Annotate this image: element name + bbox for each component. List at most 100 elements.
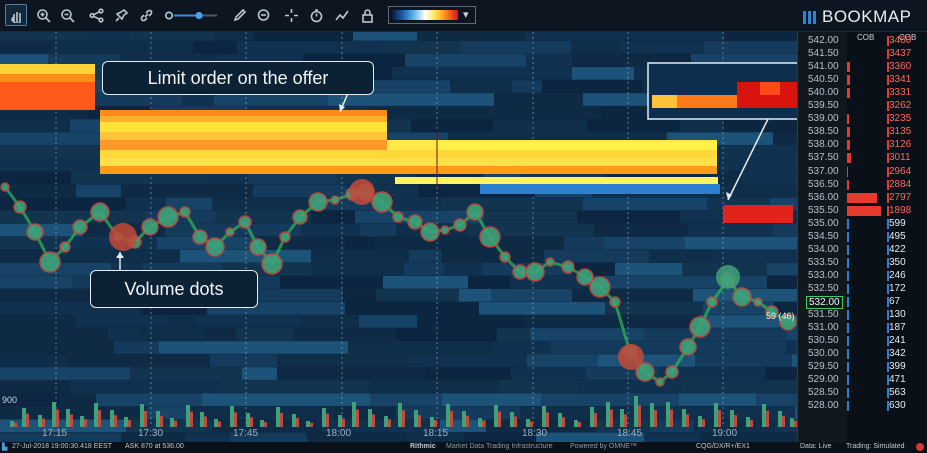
volume-bar — [388, 419, 391, 427]
pin-icon[interactable] — [110, 4, 132, 26]
volume-dot — [249, 238, 267, 256]
price-axis[interactable]: 542.00 541.50 541.00 540.50 540.00 539.50 539.… — [797, 32, 848, 442]
heatmap-cell — [544, 249, 649, 263]
heatmap-cell — [577, 210, 680, 224]
heatmap-cell — [572, 67, 634, 80]
chat-icon[interactable] — [252, 4, 274, 26]
price-label: 531.50 — [808, 309, 839, 321]
price-label: 530.00 — [808, 348, 839, 360]
volume-bar — [214, 419, 218, 427]
share-icon[interactable] — [85, 4, 107, 26]
volume-dot — [0, 182, 10, 192]
volume-bar — [42, 418, 45, 427]
volume-bar — [368, 409, 372, 427]
indicator-icon[interactable] — [331, 4, 353, 26]
timer-icon[interactable] — [305, 4, 327, 26]
cob2-bar — [887, 401, 889, 412]
heatmap-cell — [277, 354, 406, 367]
heatmap-cell — [230, 432, 307, 442]
volume-bar — [478, 418, 482, 427]
cob2-bar — [887, 114, 889, 125]
cob-value: 3341 — [889, 74, 912, 86]
heatmap-cell — [348, 341, 494, 354]
cob2-bar — [887, 362, 889, 373]
heatmap-cell — [159, 341, 249, 354]
volume-bar — [402, 410, 405, 427]
cob2-bar — [887, 101, 889, 112]
heatmap-cell — [590, 275, 713, 289]
heatmap-cell — [460, 236, 564, 250]
cob2-bar — [887, 49, 889, 60]
heatmap-cell — [0, 171, 71, 185]
volume-bar — [434, 420, 437, 427]
cob2-bar — [887, 153, 889, 164]
cob-bars-column: COB — [847, 32, 887, 442]
cob2-bar — [887, 270, 889, 281]
volume-bar — [250, 417, 253, 427]
time-label: 17:15 — [42, 428, 68, 439]
cob2-bar — [887, 179, 889, 190]
volume-dot — [90, 202, 110, 222]
cob2-bar — [887, 244, 889, 255]
volume-bar — [384, 416, 388, 427]
volume-bar — [160, 415, 163, 427]
volume-bar — [140, 404, 144, 427]
heatmap-cell — [787, 328, 797, 341]
volume-bar — [482, 420, 485, 427]
liquidity-band — [100, 166, 717, 174]
volume-bar — [462, 411, 466, 427]
volume-dot — [576, 268, 594, 286]
heatmap-cell — [653, 315, 699, 328]
cob-value: 3331 — [889, 87, 912, 99]
zoom-in-icon[interactable] — [32, 4, 54, 26]
volume-bar — [14, 422, 17, 427]
volume-dots-callout: Volume dots — [90, 270, 258, 308]
cob-bar — [847, 310, 849, 321]
heatmap-cell — [0, 315, 75, 328]
status-connection: CQG/DX/R+/EX1 — [696, 443, 750, 450]
logo-bars-icon — [803, 10, 816, 24]
cob-header-2: COB — [899, 33, 917, 42]
cob2-bar — [887, 36, 889, 46]
zoom-out-icon[interactable] — [56, 4, 78, 26]
heatmap-cell — [0, 236, 59, 250]
toolbar: ▾ — [0, 0, 927, 32]
cob2-bar — [887, 205, 889, 216]
heatmap-cell — [197, 315, 301, 328]
volume-bar — [114, 415, 117, 427]
volume-bar — [342, 418, 345, 427]
heatmap-cell — [50, 249, 180, 263]
volume-bar — [10, 421, 14, 427]
volume-bar — [682, 409, 686, 427]
slider-icon[interactable] — [165, 4, 221, 26]
cob-bar — [847, 231, 849, 242]
colormap-dropdown[interactable]: ▾ — [388, 6, 476, 24]
pan-hand-icon[interactable] — [5, 4, 27, 26]
heatmap-chart[interactable]: 59 (46) 900 — [0, 32, 797, 442]
price-label: 536.50 — [808, 178, 839, 190]
heatmap-cell — [700, 432, 797, 442]
volume-bar — [94, 403, 98, 427]
cob-values-column: COB 3460 3437 3360 3341 3331 3262 3235 3135 3126… — [887, 32, 927, 442]
volume-dot — [732, 287, 752, 307]
volume-bar — [372, 414, 375, 427]
heatmap-cell — [166, 197, 212, 211]
volume-bar — [650, 403, 654, 427]
cob-bar — [847, 88, 850, 99]
price-label: 539.00 — [808, 113, 839, 125]
cob-value: 3360 — [889, 61, 912, 73]
pencil-icon[interactable] — [228, 4, 250, 26]
link-icon[interactable] — [135, 4, 157, 26]
cob-bar — [847, 218, 849, 229]
crosshair-icon[interactable] — [280, 4, 302, 26]
price-label: 534.50 — [808, 230, 839, 242]
price-label: 531.00 — [808, 322, 839, 334]
price-label: 542.00 — [808, 35, 839, 46]
volume-bar — [562, 417, 565, 427]
heatmap-cell — [126, 197, 166, 211]
heatmap-cell — [680, 119, 724, 132]
volume-bar — [204, 416, 207, 427]
volume-bar — [66, 409, 70, 427]
heatmap-cell — [494, 93, 544, 106]
lock-icon[interactable] — [356, 4, 378, 26]
